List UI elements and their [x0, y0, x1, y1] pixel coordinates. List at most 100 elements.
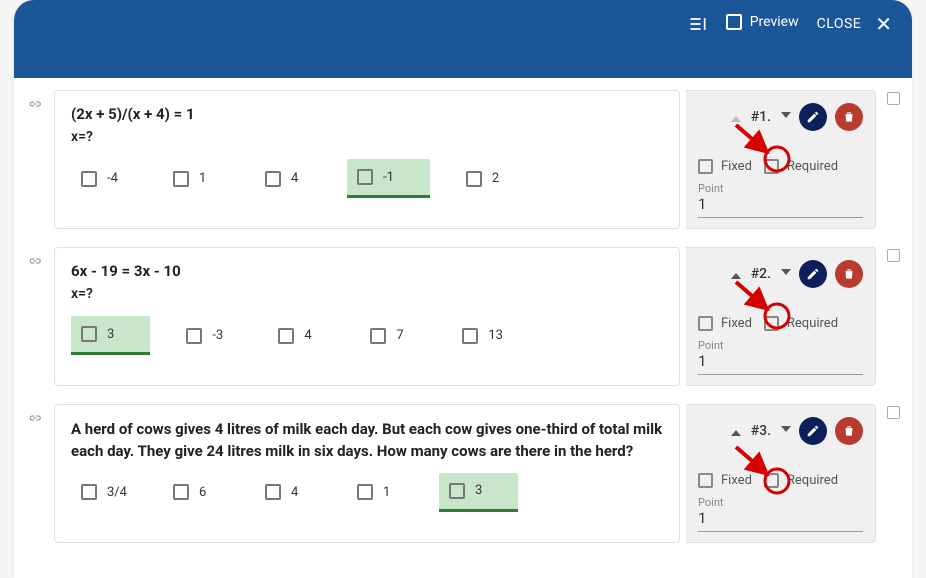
checkbox-icon [81, 484, 97, 500]
side-flags: Fixed Required [698, 316, 863, 331]
edit-button[interactable] [799, 103, 827, 131]
checkbox-icon [462, 328, 478, 344]
option[interactable]: 4 [255, 474, 321, 510]
required-checkbox[interactable] [764, 316, 779, 331]
question-number: #1. [749, 109, 773, 125]
option-label: 4 [291, 171, 298, 186]
move-up-button[interactable] [731, 112, 741, 122]
point-value[interactable]: 1 [698, 509, 863, 532]
checkbox-icon [173, 171, 189, 187]
move-down-button[interactable] [781, 269, 791, 279]
option[interactable]: -3 [176, 318, 242, 354]
question-subtext: x=? [71, 286, 663, 302]
option-label: 1 [199, 171, 206, 186]
option[interactable]: 7 [360, 318, 426, 354]
fixed-label: Fixed [721, 159, 752, 174]
option[interactable]: 4 [255, 161, 321, 197]
edit-button[interactable] [799, 260, 827, 288]
option-label: 3 [475, 483, 482, 498]
option[interactable]: 6 [163, 474, 229, 510]
row-select[interactable] [882, 90, 904, 229]
required-label: Required [787, 473, 838, 488]
option-label: 13 [488, 328, 503, 343]
option[interactable]: -1 [347, 159, 430, 198]
required-checkbox[interactable] [764, 159, 779, 174]
checkbox-icon [357, 169, 373, 185]
option[interactable]: 1 [163, 161, 229, 197]
option-label: 1 [383, 485, 390, 500]
point-label: Point [698, 182, 863, 195]
option-label: -1 [383, 170, 394, 185]
option-label: 7 [396, 328, 403, 343]
option[interactable]: 4 [268, 318, 334, 354]
option[interactable]: 3 [71, 316, 150, 355]
row-select[interactable] [882, 404, 904, 543]
question-card: (2x + 5)/(x + 4) = 1 x=? -4 1 4 -1 2 [54, 90, 680, 229]
checkbox-icon [370, 328, 386, 344]
checkbox-icon [265, 171, 281, 187]
link-handle[interactable] [22, 90, 48, 229]
question-title: A herd of cows gives 4 litres of milk ea… [71, 419, 663, 463]
preview-label: Preview [750, 14, 799, 30]
delete-button[interactable] [835, 103, 863, 131]
preview-toggle[interactable]: Preview [726, 14, 799, 30]
option-label: 4 [304, 328, 311, 343]
close-button[interactable]: CLOSE ✕ [817, 14, 892, 34]
question-row: (2x + 5)/(x + 4) = 1 x=? -4 1 4 -1 2 #1. [22, 90, 904, 229]
question-side-panel: #3. Fixed Required Point 1 [686, 404, 876, 543]
move-up-button[interactable] [731, 426, 741, 436]
options-row: 3/4 6 4 1 3 [71, 473, 663, 512]
option[interactable]: 3 [439, 473, 518, 512]
question-side-panel: #2. Fixed Required Point 1 [686, 247, 876, 386]
move-down-button[interactable] [781, 112, 791, 122]
option[interactable]: 1 [347, 474, 413, 510]
option[interactable]: 3/4 [71, 474, 137, 510]
checkbox-icon [186, 328, 202, 344]
checkbox-icon [173, 484, 189, 500]
question-card: A herd of cows gives 4 litres of milk ea… [54, 404, 680, 543]
side-flags: Fixed Required [698, 473, 863, 488]
checkbox-icon [357, 484, 373, 500]
move-down-button[interactable] [781, 426, 791, 436]
option-label: -4 [107, 171, 118, 186]
side-controls: #1. [698, 103, 863, 131]
required-label: Required [787, 316, 838, 331]
side-flags: Fixed Required [698, 159, 863, 174]
list-view-toggle[interactable] [688, 14, 708, 34]
close-icon: ✕ [875, 14, 892, 34]
fixed-checkbox[interactable] [698, 473, 713, 488]
checkbox-icon [265, 484, 281, 500]
app-window: Preview CLOSE ✕ (2x + 5)/(x + 4) = 1 x=?… [14, 0, 912, 578]
required-checkbox[interactable] [764, 473, 779, 488]
link-handle[interactable] [22, 404, 48, 543]
delete-button[interactable] [835, 417, 863, 445]
question-subtext: x=? [71, 129, 663, 145]
point-value[interactable]: 1 [698, 195, 863, 218]
row-select[interactable] [882, 247, 904, 386]
checkbox-icon [81, 326, 97, 342]
edit-button[interactable] [799, 417, 827, 445]
point-label: Point [698, 496, 863, 509]
option-label: 3 [107, 327, 114, 342]
delete-button[interactable] [835, 260, 863, 288]
option-label: 2 [492, 171, 499, 186]
required-label: Required [787, 159, 838, 174]
question-row: 6x - 19 = 3x - 10 x=? 3 -3 4 7 13 #2. [22, 247, 904, 386]
question-side-panel: #1. Fixed Required Point 1 [686, 90, 876, 229]
question-number: #2. [749, 266, 773, 282]
option[interactable]: -4 [71, 161, 137, 197]
fixed-checkbox[interactable] [698, 159, 713, 174]
checkbox-icon [278, 328, 294, 344]
option-label: 3/4 [107, 485, 127, 500]
questions-list: (2x + 5)/(x + 4) = 1 x=? -4 1 4 -1 2 #1. [14, 78, 912, 573]
move-up-button[interactable] [731, 269, 741, 279]
option[interactable]: 13 [452, 318, 518, 354]
point-value[interactable]: 1 [698, 352, 863, 375]
option[interactable]: 2 [456, 161, 522, 197]
point-label: Point [698, 339, 863, 352]
checkbox-icon [466, 171, 482, 187]
checkbox-icon [449, 483, 465, 499]
fixed-checkbox[interactable] [698, 316, 713, 331]
link-handle[interactable] [22, 247, 48, 386]
question-card: 6x - 19 = 3x - 10 x=? 3 -3 4 7 13 [54, 247, 680, 386]
